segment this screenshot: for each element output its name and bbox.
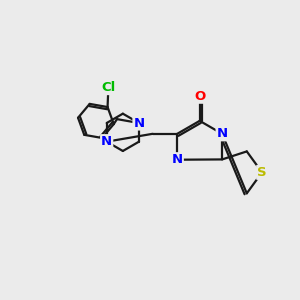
Text: N: N xyxy=(101,135,112,148)
Text: S: S xyxy=(257,166,267,179)
Text: O: O xyxy=(194,90,205,103)
Text: N: N xyxy=(134,116,145,130)
Text: N: N xyxy=(217,127,228,140)
Text: N: N xyxy=(172,153,183,166)
Text: Cl: Cl xyxy=(101,81,115,94)
